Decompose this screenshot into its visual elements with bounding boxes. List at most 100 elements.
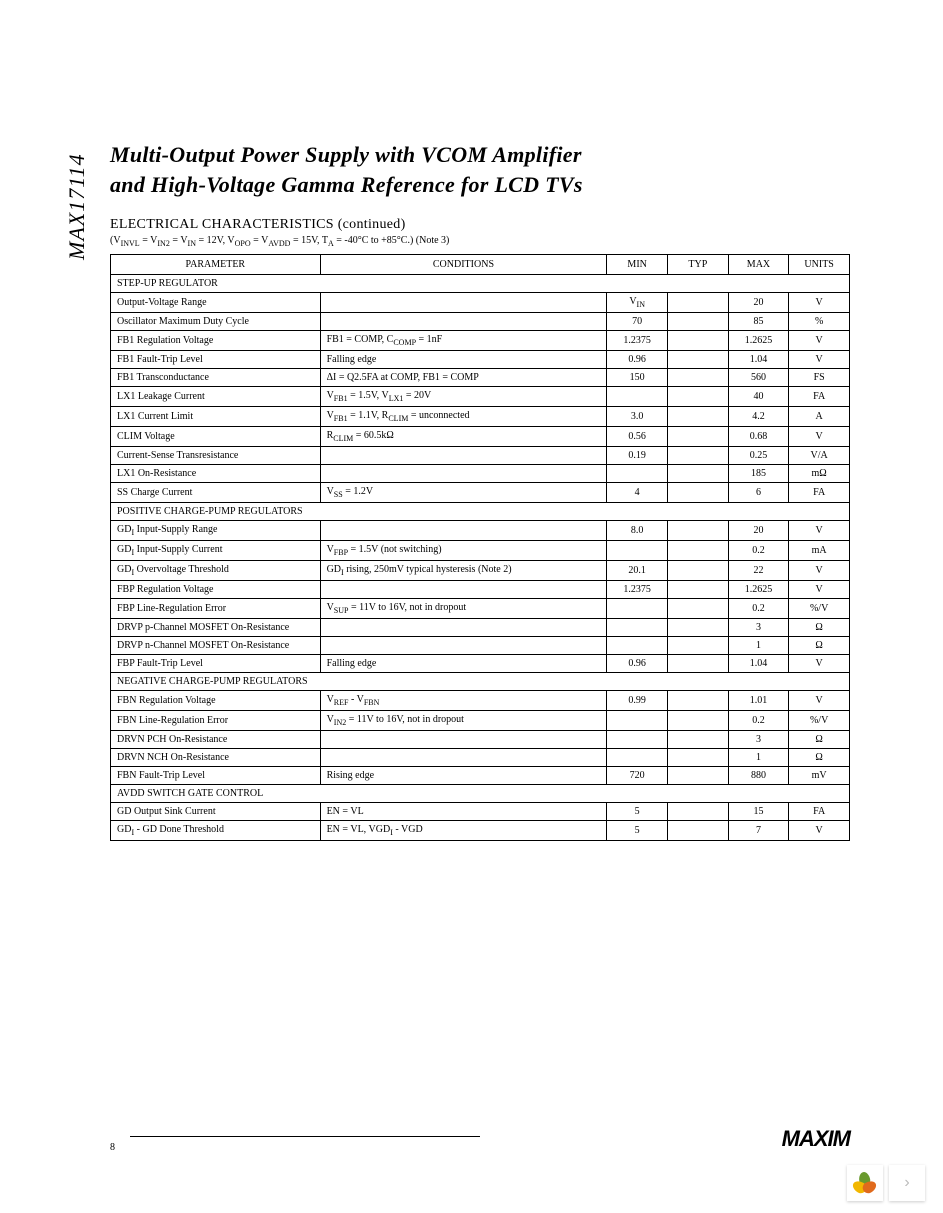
table-cell: V [789, 691, 850, 711]
table-cell: mΩ [789, 465, 850, 483]
table-cell: Ω [789, 619, 850, 637]
table-cell: V [789, 561, 850, 581]
table-cell: VREF - VFBN [320, 691, 607, 711]
table-cell: 4 [607, 483, 668, 503]
petal-icon [854, 1172, 876, 1194]
part-number-sidebar: MAX17114 [64, 153, 90, 260]
chevron-right-icon: › [904, 1174, 909, 1192]
table-cell [607, 749, 668, 767]
table-cell: VIN [607, 293, 668, 313]
table-cell: V [789, 293, 850, 313]
table-cell: 0.99 [607, 691, 668, 711]
table-cell: DRVP n-Channel MOSFET On-Resistance [111, 637, 321, 655]
section-row: STEP-UP REGULATOR [111, 275, 850, 293]
table-cell [320, 313, 607, 331]
table-cell: V [789, 427, 850, 447]
next-button[interactable]: › [889, 1165, 925, 1201]
table-cell: 5 [607, 821, 668, 841]
table-cell: 40 [728, 387, 789, 407]
table-cell [320, 619, 607, 637]
table-cell: 8.0 [607, 521, 668, 541]
spec-table: PARAMETERCONDITIONSMINTYPMAXUNITS STEP-U… [110, 254, 850, 841]
table-cell [607, 541, 668, 561]
table-cell [320, 521, 607, 541]
table-cell [320, 731, 607, 749]
title-line-2: and High-Voltage Gamma Reference for LCD… [110, 172, 583, 197]
table-cell: GDI rising, 250mV typical hysteresis (No… [320, 561, 607, 581]
table-cell [667, 821, 728, 841]
table-cell [320, 447, 607, 465]
table-cell: LX1 Leakage Current [111, 387, 321, 407]
table-cell: GD Output Sink Current [111, 803, 321, 821]
page-footer: 8 MAXIM [110, 1136, 850, 1137]
table-cell: 1.2625 [728, 581, 789, 599]
page-content: Multi-Output Power Supply with VCOM Ampl… [110, 140, 850, 841]
table-cell: 7 [728, 821, 789, 841]
column-header: MAX [728, 255, 789, 275]
table-cell [667, 655, 728, 673]
table-cell: Falling edge [320, 351, 607, 369]
table-cell: FA [789, 387, 850, 407]
table-cell: 0.25 [728, 447, 789, 465]
table-cell: DRVN PCH On-Resistance [111, 731, 321, 749]
column-header: TYP [667, 255, 728, 275]
table-cell [667, 483, 728, 503]
table-cell: LX1 Current Limit [111, 407, 321, 427]
table-cell: 0.96 [607, 655, 668, 673]
table-cell [667, 521, 728, 541]
table-cell: DRVP p-Channel MOSFET On-Resistance [111, 619, 321, 637]
table-cell: VIN2 = 11V to 16V, not in dropout [320, 711, 607, 731]
table-cell: 0.56 [607, 427, 668, 447]
table-cell [667, 293, 728, 313]
table-cell: V [789, 581, 850, 599]
table-cell: 185 [728, 465, 789, 483]
table-cell: 1 [728, 637, 789, 655]
table-cell: ΔI = Q2.5FA at COMP, FB1 = COMP [320, 369, 607, 387]
footer-rule [130, 1136, 480, 1137]
table-cell: 20 [728, 521, 789, 541]
table-cell: Ω [789, 749, 850, 767]
table-cell: 1.2625 [728, 331, 789, 351]
table-cell [607, 711, 668, 731]
table-cell: V [789, 351, 850, 369]
table-cell: FBP Regulation Voltage [111, 581, 321, 599]
table-cell: 5 [607, 803, 668, 821]
table-cell: 1.04 [728, 351, 789, 369]
table-cell: 0.2 [728, 599, 789, 619]
table-cell [667, 749, 728, 767]
table-cell: V [789, 521, 850, 541]
table-cell [667, 387, 728, 407]
table-cell [667, 313, 728, 331]
table-cell: 1.2375 [607, 331, 668, 351]
app-icon[interactable] [847, 1165, 883, 1201]
table-cell: A [789, 407, 850, 427]
table-cell [667, 465, 728, 483]
table-cell: 6 [728, 483, 789, 503]
table-cell: % [789, 313, 850, 331]
table-cell: VFBP = 1.5V (not switching) [320, 541, 607, 561]
table-cell: 3.0 [607, 407, 668, 427]
table-cell: V [789, 331, 850, 351]
table-cell: FA [789, 483, 850, 503]
table-cell: Ω [789, 731, 850, 749]
table-cell: 20 [728, 293, 789, 313]
table-cell: 1 [728, 749, 789, 767]
table-cell: 0.96 [607, 351, 668, 369]
table-cell: FBP Fault-Trip Level [111, 655, 321, 673]
table-cell [667, 369, 728, 387]
table-cell [667, 619, 728, 637]
spec-table-head: PARAMETERCONDITIONSMINTYPMAXUNITS [111, 255, 850, 275]
table-cell: LX1 On-Resistance [111, 465, 321, 483]
table-cell: 0.2 [728, 711, 789, 731]
table-cell: VSS = 1.2V [320, 483, 607, 503]
table-cell: 4.2 [728, 407, 789, 427]
table-cell [320, 749, 607, 767]
table-cell [667, 711, 728, 731]
thumbnail-controls: › [847, 1165, 925, 1201]
table-cell: %/V [789, 711, 850, 731]
table-cell [667, 427, 728, 447]
table-cell: V [789, 821, 850, 841]
table-cell: 3 [728, 731, 789, 749]
table-cell [667, 803, 728, 821]
table-cell: Rising edge [320, 767, 607, 785]
